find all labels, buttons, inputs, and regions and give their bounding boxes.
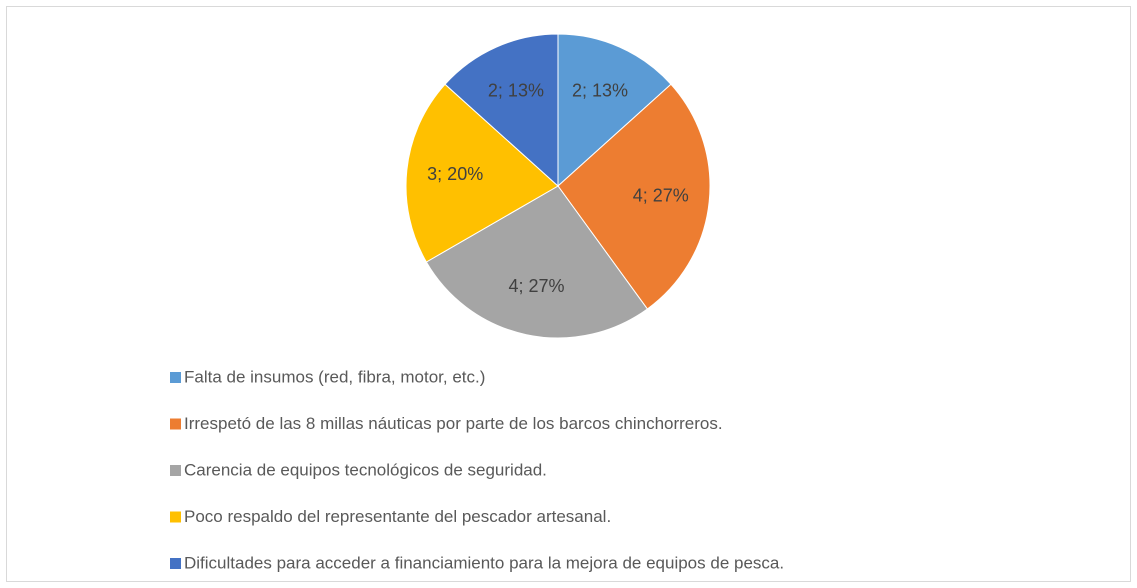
legend-swatch bbox=[170, 372, 181, 383]
data-label: 2; 13% bbox=[572, 80, 628, 100]
data-label: 4; 27% bbox=[508, 276, 564, 296]
legend-swatch bbox=[170, 558, 181, 569]
legend-label: Poco respaldo del representante del pesc… bbox=[184, 507, 611, 526]
legend-label: Dificultades para acceder a financiamien… bbox=[184, 553, 784, 572]
pie-slice bbox=[557, 33, 672, 188]
data-label: 3; 20% bbox=[427, 164, 483, 184]
legend-swatch bbox=[170, 465, 181, 476]
legend-label: Falta de insumos (red, fibra, motor, etc… bbox=[184, 367, 485, 386]
legend-swatch bbox=[170, 511, 181, 523]
pie-slice bbox=[557, 83, 711, 310]
legend-swatch bbox=[170, 418, 181, 430]
data-label: 2; 13% bbox=[488, 80, 544, 100]
pie-slice bbox=[444, 33, 559, 188]
data-label: 4; 27% bbox=[633, 186, 689, 206]
pie-slice bbox=[425, 185, 649, 339]
pie-slice bbox=[405, 83, 559, 263]
legend-label: Carencia de equipos tecnológicos de segu… bbox=[184, 460, 547, 479]
legend-label: Irrespetó de las 8 millas náuticas por p… bbox=[184, 414, 723, 433]
